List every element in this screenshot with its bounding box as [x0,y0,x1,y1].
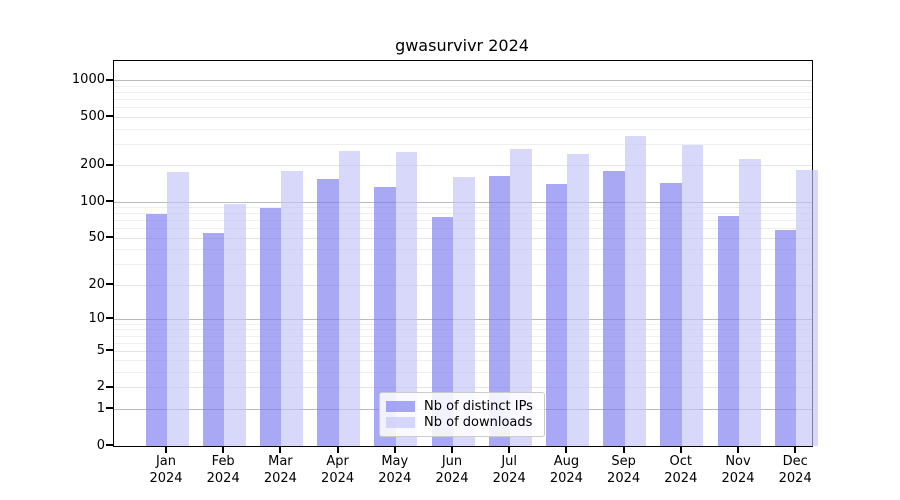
y-tick-mark-0 [106,444,113,446]
x-tick-label-jan: Jan 2024 [149,454,183,486]
y-tick-mark-500 [106,115,113,118]
bar-jan-downloads [167,171,189,446]
y-tick-label-1: 1 [96,400,105,416]
x-tick-label-dec: Dec 2024 [778,454,812,486]
gridline-500 [114,116,812,118]
y-tick-mark-1 [106,407,113,410]
chart-title: gwasurvivr 2024 [395,36,529,55]
x-tick-label-feb: Feb 2024 [206,454,240,486]
y-tick-label-10: 10 [88,310,105,326]
bar-apr-downloads [338,150,361,446]
x-tick-label-mar: Mar 2024 [263,454,297,486]
y-tick-label-1000: 1000 [71,72,105,88]
y-tick-label-20: 20 [88,276,105,292]
y-tick-mark-20 [106,283,113,286]
bar-aug-downloads [567,153,589,446]
bar-feb-downloads [224,204,246,446]
y-tick-label-2: 2 [96,379,105,395]
bar-feb-distinct-ips [202,233,225,446]
x-tick-mark-may [393,447,396,453]
legend-row-distinct-ips: Nb of distinct IPs [386,399,536,414]
legend: Nb of distinct IPs Nb of downloads [379,392,545,437]
x-tick-mark-mar [279,447,282,453]
gridline-200 [114,165,812,167]
x-tick-mark-jun [451,447,453,453]
x-tick-mark-jan [165,447,167,453]
x-tick-label-jul: Jul 2024 [492,454,526,486]
bar-jun-downloads [453,177,475,446]
y-tick-label-0: 0 [96,437,105,453]
x-tick-label-aug: Aug 2024 [549,454,583,486]
gridline-900 [114,85,812,87]
x-tick-mark-oct [679,447,682,453]
bar-nov-distinct-ips [717,215,739,446]
bar-mar-downloads [281,170,303,446]
x-tick-label-sep: Sep 2024 [607,454,641,486]
bar-sep-downloads [624,136,647,446]
bar-dec-downloads [796,169,818,446]
y-tick-mark-1000 [106,78,113,81]
x-tick-mark-nov [737,447,739,453]
legend-row-downloads: Nb of downloads [386,415,536,430]
y-tick-label-100: 100 [80,193,105,209]
x-tick-mark-apr [336,447,339,453]
y-tick-mark-2 [106,385,113,388]
y-tick-mark-50 [106,236,113,239]
legend-label-downloads: Nb of downloads [424,415,533,430]
bar-may-distinct-ips [374,187,396,446]
y-tick-mark-10 [106,317,113,320]
bar-dec-distinct-ips [774,230,797,446]
x-tick-mark-sep [622,447,625,453]
legend-swatch-distinct-ips [386,401,415,412]
x-tick-label-nov: Nov 2024 [721,454,755,486]
y-tick-label-200: 200 [80,157,105,173]
bar-jan-distinct-ips [145,213,167,446]
bar-nov-downloads [739,159,761,446]
x-tick-mark-aug [565,447,568,453]
bar-aug-distinct-ips [545,183,568,446]
plot-area [113,60,818,447]
bar-sep-distinct-ips [603,171,625,446]
bar-mar-distinct-ips [259,207,282,446]
legend-label-distinct-ips: Nb of distinct IPs [424,399,533,414]
bar-oct-downloads [681,145,704,446]
y-tick-label-500: 500 [80,108,105,124]
bar-oct-distinct-ips [660,182,682,446]
legend-swatch-downloads [386,417,415,428]
x-tick-label-may: May 2024 [378,454,412,486]
gridline-400 [114,128,812,130]
gridline-600 [114,107,812,109]
bar-may-downloads [395,152,418,446]
y-tick-mark-200 [106,163,113,166]
x-tick-label-oct: Oct 2024 [664,454,698,486]
x-tick-label-jun: Jun 2024 [435,454,469,486]
x-tick-label-apr: Apr 2024 [321,454,355,486]
x-tick-mark-feb [222,447,225,453]
gridline-300 [114,143,812,145]
gridline-700 [114,99,812,101]
bar-jul-distinct-ips [488,175,511,446]
gridline-800 [114,92,812,94]
bar-jun-distinct-ips [431,217,453,446]
y-tick-label-5: 5 [96,342,105,358]
bar-apr-distinct-ips [317,179,339,446]
gridline-1000 [114,80,812,82]
y-tick-mark-100 [106,200,113,203]
y-tick-label-50: 50 [88,229,105,245]
bar-jul-downloads [510,148,532,446]
x-tick-mark-dec [794,447,797,453]
x-tick-mark-jul [508,447,511,453]
y-tick-mark-5 [106,349,113,352]
